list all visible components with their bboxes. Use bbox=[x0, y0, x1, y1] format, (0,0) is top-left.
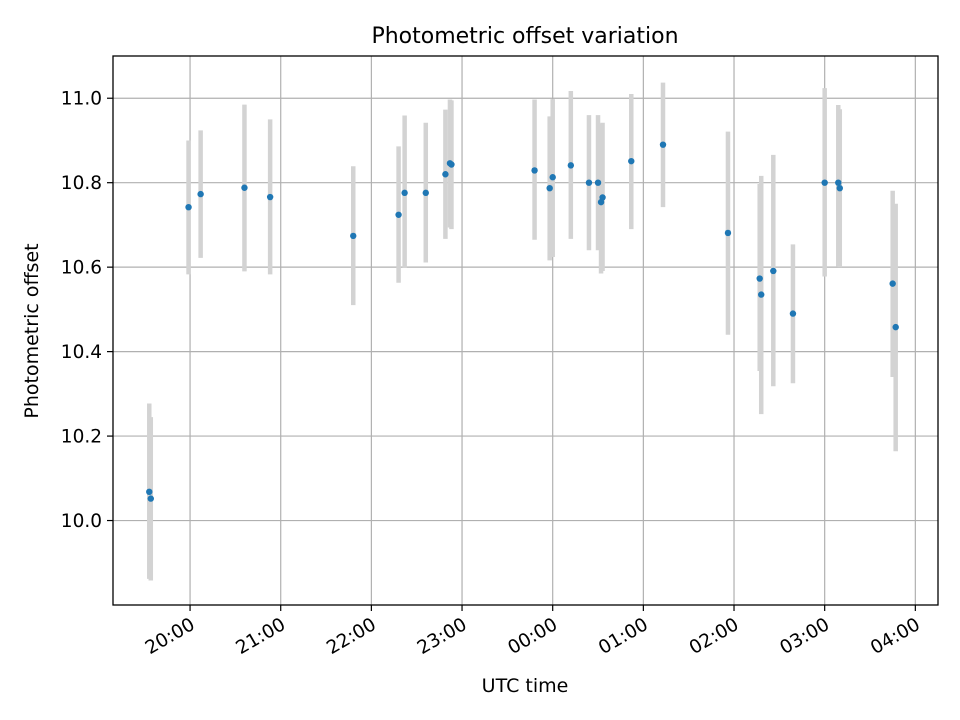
grid bbox=[113, 56, 938, 605]
data-point bbox=[185, 203, 192, 211]
data-point bbox=[546, 184, 553, 192]
data-point bbox=[567, 162, 575, 169]
y-tick-label: 10.4 bbox=[61, 342, 102, 363]
data-point bbox=[789, 310, 797, 317]
data-point bbox=[146, 488, 153, 496]
data-point bbox=[197, 190, 204, 198]
data-point bbox=[724, 229, 732, 237]
data-point bbox=[770, 267, 777, 275]
data-point bbox=[266, 193, 274, 201]
y-tick-label: 10.2 bbox=[61, 427, 102, 448]
data-point bbox=[422, 189, 429, 197]
chart-title: Photometric offset variation bbox=[371, 24, 678, 49]
x-axis-label: UTC time bbox=[482, 675, 569, 697]
data-point bbox=[756, 275, 763, 282]
data-point bbox=[395, 211, 402, 218]
data-point bbox=[594, 179, 602, 186]
data-point bbox=[147, 495, 154, 502]
data-points bbox=[146, 141, 899, 502]
data-point bbox=[448, 161, 455, 168]
y-tick-label: 11.0 bbox=[61, 89, 102, 110]
data-point bbox=[241, 184, 248, 191]
data-point bbox=[836, 184, 843, 192]
data-point bbox=[758, 291, 765, 298]
data-point bbox=[350, 232, 357, 240]
y-tick-label: 10.8 bbox=[61, 173, 102, 194]
y-tick-label: 10.6 bbox=[61, 258, 102, 279]
y-tick-label: 10.0 bbox=[61, 511, 102, 532]
data-point bbox=[549, 174, 556, 181]
y-axis-label: Photometric offset bbox=[21, 243, 43, 418]
data-point bbox=[599, 194, 606, 201]
data-point bbox=[585, 179, 593, 186]
data-point bbox=[892, 323, 899, 331]
data-point bbox=[821, 179, 828, 186]
data-point bbox=[442, 171, 449, 178]
y-axis: 10.0 10.2 10.4 10.6 10.8 11.0 bbox=[61, 89, 113, 532]
data-point bbox=[659, 141, 667, 148]
plot-frame bbox=[112, 55, 939, 606]
data-point bbox=[628, 157, 635, 165]
data-point bbox=[531, 167, 538, 174]
data-point bbox=[401, 189, 408, 197]
data-point bbox=[835, 179, 842, 186]
data-point bbox=[889, 280, 896, 287]
